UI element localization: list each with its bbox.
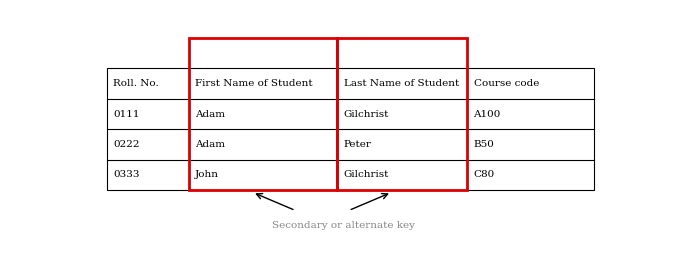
Text: First Name of Student: First Name of Student bbox=[195, 79, 313, 88]
Text: Course code: Course code bbox=[473, 79, 539, 88]
Text: Adam: Adam bbox=[195, 140, 225, 149]
Text: Gilchrist: Gilchrist bbox=[343, 110, 389, 119]
Text: Last Name of Student: Last Name of Student bbox=[343, 79, 459, 88]
Text: Gilchrist: Gilchrist bbox=[343, 171, 389, 180]
Bar bbox=[189, 38, 337, 190]
Text: 0333: 0333 bbox=[113, 171, 140, 180]
Bar bbox=[337, 38, 467, 190]
Text: B50: B50 bbox=[473, 140, 495, 149]
Text: 0222: 0222 bbox=[113, 140, 140, 149]
Text: Secondary or alternate key: Secondary or alternate key bbox=[272, 221, 415, 230]
Text: Adam: Adam bbox=[195, 110, 225, 119]
Text: C80: C80 bbox=[473, 171, 495, 180]
Text: John: John bbox=[195, 171, 220, 180]
Text: 0111: 0111 bbox=[113, 110, 140, 119]
Text: Peter: Peter bbox=[343, 140, 371, 149]
Text: A100: A100 bbox=[473, 110, 501, 119]
Bar bbox=[107, 68, 594, 190]
Text: Roll. No.: Roll. No. bbox=[113, 79, 159, 88]
